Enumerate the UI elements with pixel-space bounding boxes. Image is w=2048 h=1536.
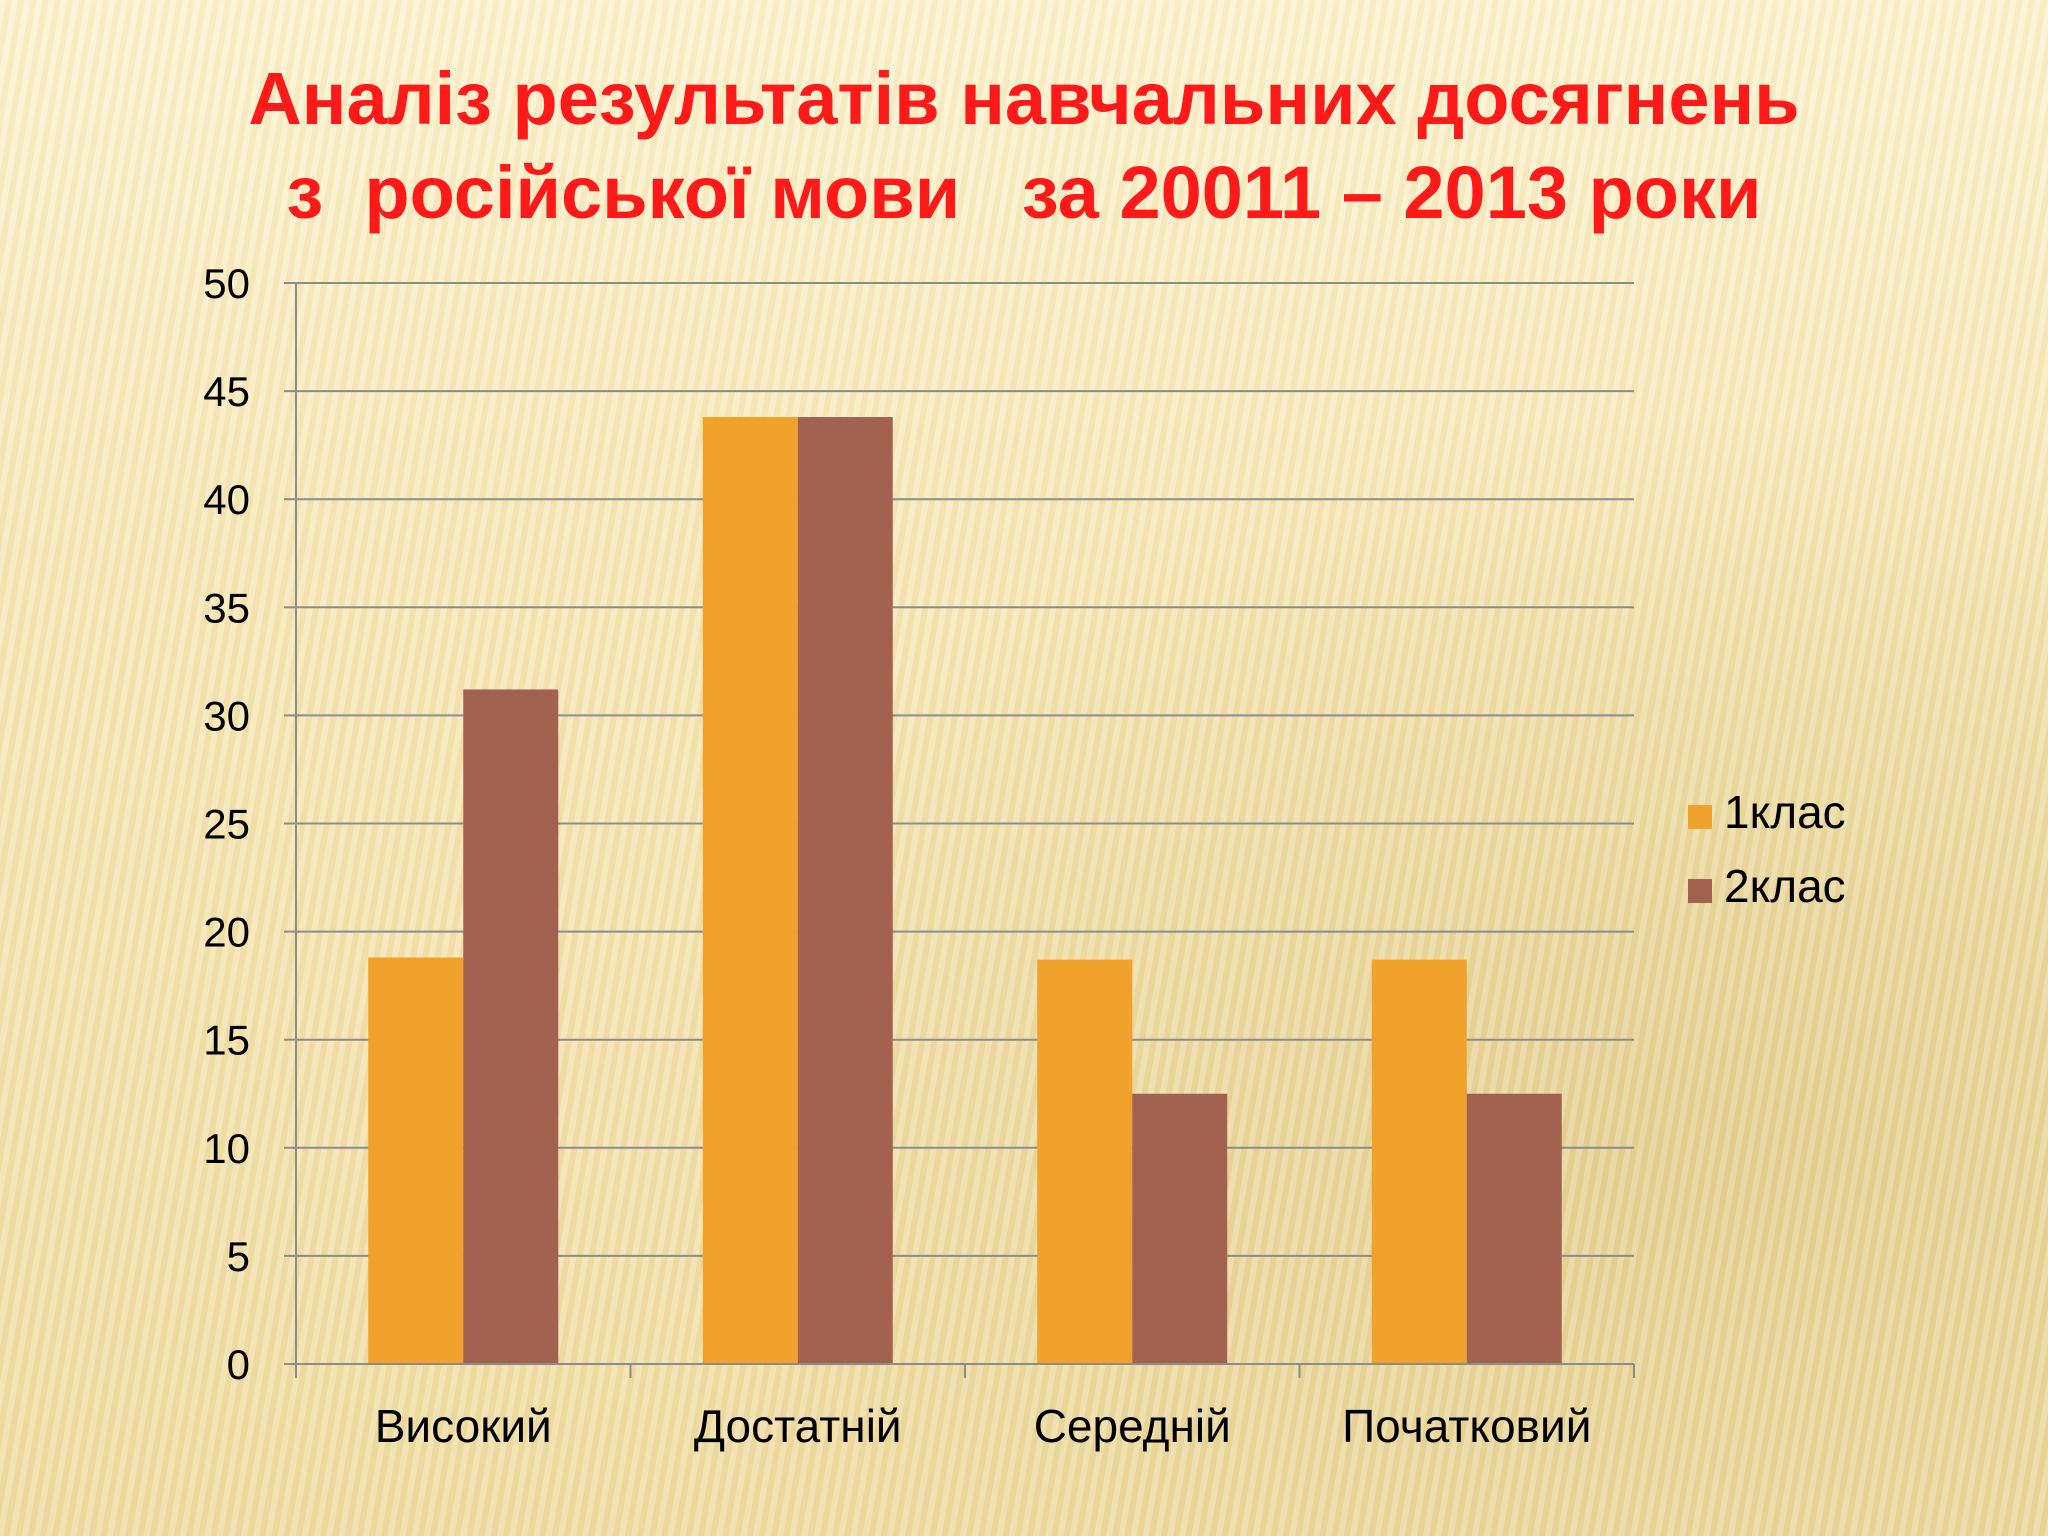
y-tick-label: 0 — [227, 1341, 250, 1388]
bar — [1466, 1093, 1562, 1364]
bar — [797, 417, 893, 1364]
bar — [702, 417, 798, 1364]
x-tick-label: Достатній — [694, 1400, 902, 1452]
bar — [368, 957, 464, 1364]
x-axis-labels: Високий Достатній Середній Початковий — [375, 1400, 1592, 1452]
bars — [368, 417, 1562, 1364]
y-tick-label: 45 — [203, 368, 250, 415]
y-tick-label: 20 — [203, 909, 250, 956]
chart-title-line-1: Аналіз результатів навчальних досягнень — [248, 57, 1800, 140]
y-tick-label: 25 — [203, 801, 250, 848]
legend: 1клас 2клас — [1688, 786, 1846, 912]
x-tick-label: Початковий — [1342, 1400, 1591, 1452]
y-tick-label: 10 — [203, 1125, 250, 1172]
y-axis-ticks: 0 5 10 15 20 25 30 35 40 45 50 — [203, 260, 250, 1388]
y-tick-label: 15 — [203, 1017, 250, 1064]
legend-swatch — [1688, 805, 1712, 829]
chart-title: Аналіз результатів навчальних досягнень … — [0, 52, 2048, 240]
y-tick-label: 50 — [203, 260, 250, 307]
bar — [1037, 959, 1133, 1364]
bar — [1371, 959, 1467, 1364]
y-tick-label: 35 — [203, 584, 250, 631]
legend-swatch — [1688, 879, 1712, 903]
legend-label: 1клас — [1724, 786, 1846, 838]
y-tick-label: 5 — [227, 1233, 250, 1280]
legend-label: 2клас — [1724, 860, 1846, 912]
y-tick-label: 30 — [203, 692, 250, 739]
x-tick-label: Середній — [1034, 1400, 1231, 1452]
bar — [1132, 1093, 1228, 1364]
axes — [284, 282, 1635, 1378]
bar — [463, 689, 559, 1364]
x-tick-label: Високий — [375, 1400, 552, 1452]
chart-title-line-2: з російської мови за 20011 – 2013 роки — [286, 151, 1762, 234]
y-tick-label: 40 — [203, 476, 250, 523]
